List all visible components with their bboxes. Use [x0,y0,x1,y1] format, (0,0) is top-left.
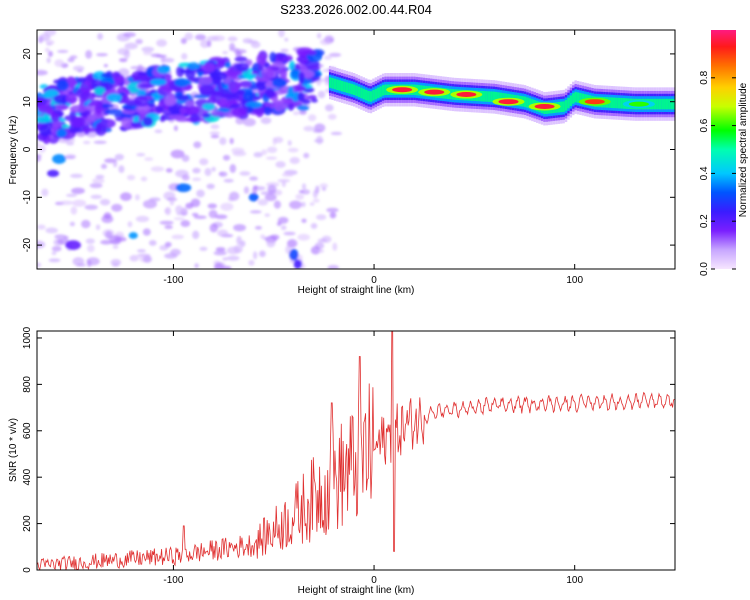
spectrogram-y-tick: 10 [22,96,33,108]
snr-x-label: Height of straight line (km) [298,585,415,596]
colorbar-scale [711,30,736,269]
snr-y-tick: 200 [22,515,33,532]
spectrogram-x-tick: 100 [566,275,583,286]
spectrogram-y-tick: 0 [22,146,33,152]
figure-title: S233.2026.002.00.44.R04 [280,2,432,17]
colorbar-tick: 0.8 [699,70,710,84]
spectrogram-x-tick: 0 [371,275,377,286]
spectrogram-y-tick: -20 [22,237,33,252]
snr-y-tick: 400 [22,468,33,485]
colorbar-tick: 0.6 [699,118,710,132]
spectrogram-y-tick: -10 [22,190,33,205]
snr-y-tick: 0 [22,567,33,573]
snr-y-label: SNR (10 * v/v) [8,418,19,482]
colorbar: 0.0 0.2 0.4 0.6 0.8 Normalized spectral ampl… [699,30,749,276]
spectrogram-x-tick: -100 [163,275,183,286]
colorbar-tick: 0.0 [699,262,710,276]
snr-x-tick: 100 [566,575,583,586]
snr-x-tick: -100 [163,575,183,586]
spectrogram-y-label: Frequency (Hz) [8,116,19,185]
snr-y-tick: 1000 [22,326,33,349]
colorbar-tick: 0.2 [699,214,710,228]
snr-x-tick: 0 [371,575,377,586]
snr-y-tick: 600 [22,422,33,439]
snr-frame [36,330,676,571]
spectrogram-y-tick: 20 [22,48,33,60]
colorbar-ticks: 0.0 0.2 0.4 0.6 0.8 [699,70,736,276]
snr-y-tick: 800 [22,376,33,393]
spectrogram-x-label: Height of straight line (km) [298,285,415,296]
colorbar-label: Normalized spectral amplitude [738,82,749,217]
spectrogram-heatmap [37,30,675,269]
snr-series-line [37,331,675,570]
colorbar-tick: 0.4 [699,166,710,180]
